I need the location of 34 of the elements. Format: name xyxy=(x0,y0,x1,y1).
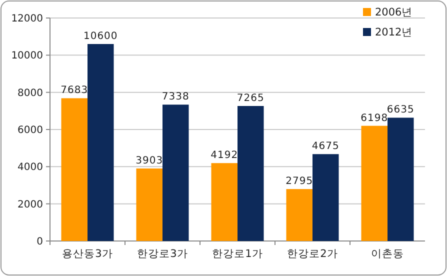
y-tick-label: 12000 xyxy=(11,14,43,24)
bar xyxy=(61,98,88,241)
x-tick-label: 이촌동 xyxy=(371,248,404,260)
y-tick-label: 8000 xyxy=(18,88,43,99)
bar xyxy=(211,163,238,241)
bar xyxy=(312,154,339,241)
y-tick-label: 10000 xyxy=(11,50,43,62)
y-tick-label: 0 xyxy=(36,236,43,248)
y-tick-label: 6000 xyxy=(18,125,43,136)
bar xyxy=(162,104,189,241)
bar xyxy=(88,44,114,241)
bar xyxy=(136,168,162,241)
data-label: 6635 xyxy=(386,104,414,116)
data-label: 10600 xyxy=(83,31,118,42)
x-tick-label: 용산동3가 xyxy=(62,248,113,260)
x-tick-label: 한강로1가 xyxy=(212,248,263,260)
bar xyxy=(361,126,388,241)
legend-label: 2006년 xyxy=(375,6,413,19)
data-label: 3903 xyxy=(136,155,164,166)
x-tick-label: 한강로2가 xyxy=(287,248,338,260)
x-tick-label: 한강로3가 xyxy=(137,248,188,260)
data-label: 4192 xyxy=(210,150,238,162)
data-label: 7683 xyxy=(60,85,88,96)
data-label: 7265 xyxy=(236,92,264,104)
data-label: 6198 xyxy=(360,112,388,124)
data-label: 7338 xyxy=(162,92,190,103)
data-label: 4675 xyxy=(312,141,340,152)
y-tick-label: 2000 xyxy=(18,199,43,210)
y-tick-label: 4000 xyxy=(18,162,43,174)
bar xyxy=(238,106,264,241)
bar xyxy=(286,189,312,241)
data-label: 2795 xyxy=(286,176,314,188)
legend-label: 2012년 xyxy=(375,26,413,39)
bar xyxy=(388,118,414,241)
